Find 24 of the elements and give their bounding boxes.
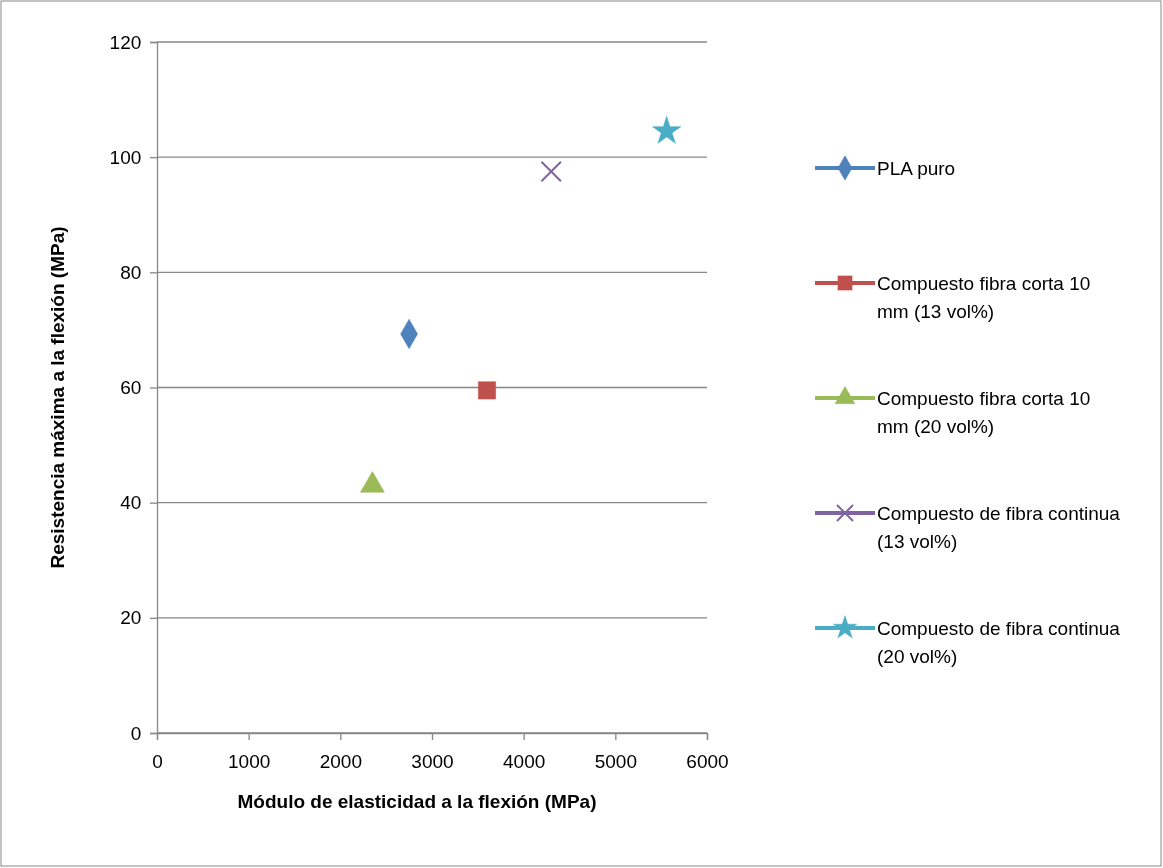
y-tick-label: 80 bbox=[120, 261, 142, 283]
x-tick-label: 5000 bbox=[594, 750, 637, 772]
legend-label: Compuesto fibra corta 10 mm (13 vol%) bbox=[877, 273, 1091, 322]
point bbox=[652, 116, 682, 144]
x-axis-title: Módulo de elasticidad a la flexión (MPa) bbox=[237, 791, 597, 812]
y-tick-label: 60 bbox=[120, 377, 142, 399]
x-tick-label: 0 bbox=[152, 750, 163, 772]
y-tick-label: 20 bbox=[120, 607, 142, 629]
x-tick-label: 3000 bbox=[411, 750, 454, 772]
legend-label: PLA puro bbox=[877, 158, 956, 179]
x-tick-label: 2000 bbox=[319, 750, 362, 772]
y-tick-label: 40 bbox=[120, 492, 142, 514]
y-tick-label: 100 bbox=[109, 146, 142, 168]
point bbox=[540, 160, 562, 183]
legend-label: Compuesto de fibra continua (13 vol%) bbox=[877, 503, 1121, 552]
x-tick-label: 4000 bbox=[503, 750, 546, 772]
y-tick-label: 120 bbox=[109, 31, 142, 53]
legend-label: Compuesto fibra corta 10 mm (20 vol%) bbox=[877, 388, 1091, 437]
point bbox=[478, 381, 496, 400]
y-tick-label: 0 bbox=[130, 722, 142, 744]
legend-label: Compuesto de fibra continua (20 vol%) bbox=[877, 618, 1121, 667]
y-axis-title: Resistencia máxima a la flexión (MPa) bbox=[47, 226, 68, 569]
x-tick-label: 6000 bbox=[686, 750, 729, 772]
x-tick-label: 1000 bbox=[228, 750, 271, 772]
